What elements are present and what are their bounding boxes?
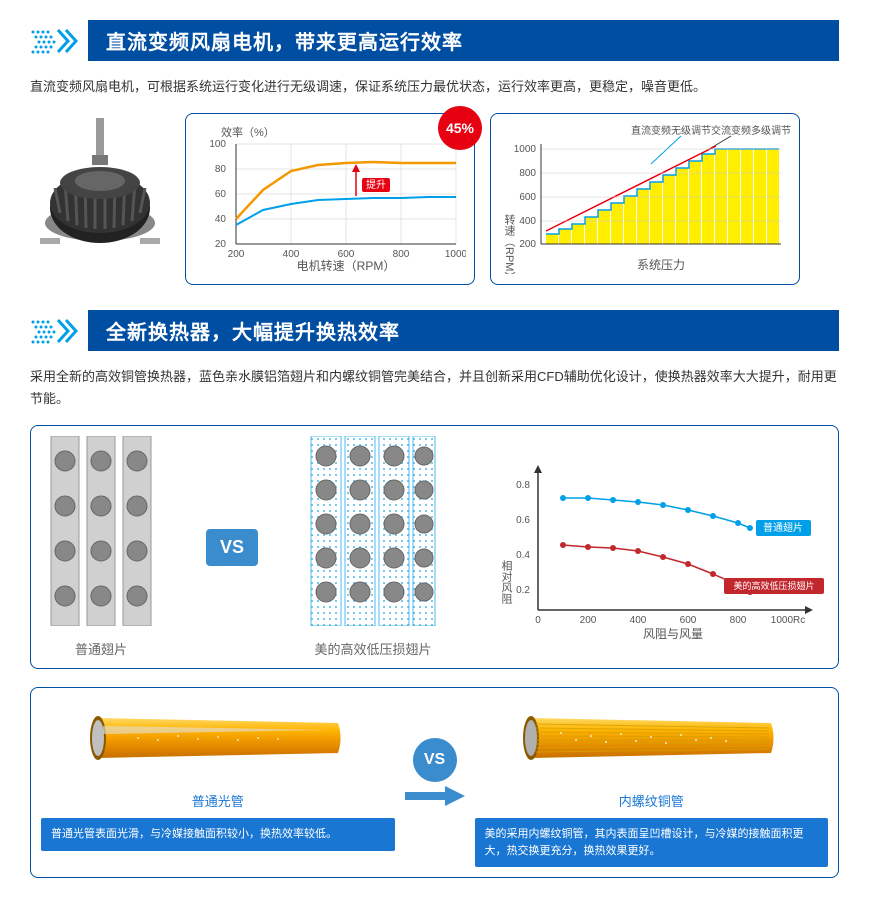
svg-text:800: 800: [519, 168, 536, 179]
fin1-label: 普通翅片: [41, 639, 161, 658]
svg-text:600: 600: [519, 192, 536, 203]
svg-text:美的高效低压损翅片: 美的高效低压损翅片: [733, 580, 814, 591]
pressure-chart-panel: 直流变频无级调节 交流变频多级调节 1: [490, 113, 800, 285]
svg-text:普通翅片: 普通翅片: [763, 521, 803, 534]
svg-text:风阻与风量: 风阻与风量: [643, 627, 703, 640]
svg-text:200: 200: [580, 615, 597, 626]
svg-text:400: 400: [630, 615, 647, 626]
badge-45: 45%: [438, 106, 482, 150]
pipe-plain: 普通光管 普通光管表面光滑，与冷媒接触面积较小，换热效率较低。: [41, 698, 395, 851]
resistance-chart: 0.8 0.6 0.4 0.2 0 200 400 600 800 1000Rc…: [488, 450, 828, 645]
pipe-grooved: 内螺纹铜管 美的采用内螺纹铜管，其内表面呈凹槽设计，与冷媒的接触面积更大，热交换…: [475, 698, 829, 867]
pressure-chart: 直流变频无级调节 交流变频多级调节 1: [501, 124, 791, 274]
motor-image: [30, 113, 170, 263]
svg-text:直流变频无级调节: 直流变频无级调节: [631, 124, 711, 137]
svg-text:200: 200: [228, 249, 245, 260]
svg-text:200: 200: [519, 239, 536, 250]
svg-text:20: 20: [215, 239, 227, 250]
svg-text:0.8: 0.8: [516, 480, 530, 491]
svg-text:相对风阻: 相对风阻: [500, 559, 513, 604]
svg-text:0: 0: [535, 615, 541, 626]
efficiency-chart-panel: 45% 效率（%） 100 80 60 40 20 200 400 600 80…: [185, 113, 475, 285]
vs-badge: VS: [206, 529, 258, 566]
svg-text:转速（RPM）: 转速（RPM）: [503, 213, 516, 274]
vs-arrow: VS: [405, 738, 465, 806]
fin-plain: 普通翅片: [41, 436, 161, 658]
fin-comparison-panel: 普通翅片 VS 美的高效低压损翅片: [30, 425, 839, 669]
fin2-label: 美的高效低压损翅片: [303, 639, 443, 658]
svg-text:1000Rc: 1000Rc: [771, 615, 805, 626]
svg-text:40: 40: [215, 214, 227, 225]
section2-title: 全新换热器，大幅提升换热效率: [88, 310, 839, 351]
svg-text:800: 800: [730, 615, 747, 626]
svg-text:系统压力: 系统压力: [637, 258, 685, 272]
svg-text:提升: 提升: [366, 179, 386, 191]
svg-text:400: 400: [519, 216, 536, 227]
svg-text:电机转速（RPM）: 电机转速（RPM）: [297, 258, 396, 273]
svg-text:0.4: 0.4: [516, 550, 530, 561]
svg-text:80: 80: [215, 164, 227, 175]
svg-text:交流变频多级调节: 交流变频多级调节: [711, 124, 791, 137]
section1-intro: 直流变频风扇电机，可根据系统运行变化进行无级调速，保证系统压力最优状态，运行效率…: [30, 76, 839, 98]
vs-circle: VS: [413, 738, 457, 782]
pipe-comparison-panel: 普通光管 普通光管表面光滑，与冷媒接触面积较小，换热效率较低。 VS: [30, 687, 839, 878]
svg-text:0.2: 0.2: [516, 585, 530, 596]
pipe2-label: 内螺纹铜管: [475, 791, 829, 810]
svg-text:1000: 1000: [445, 249, 466, 260]
section2-intro: 采用全新的高效铜管换热器，蓝色亲水膜铝箔翅片和内螺纹铜管完美结合，并且创新采用C…: [30, 366, 839, 410]
efficiency-chart: 效率（%） 100 80 60 40 20 200 400 600 800 10…: [196, 124, 466, 274]
svg-text:100: 100: [209, 139, 226, 150]
pipe2-desc: 美的采用内螺纹铜管，其内表面呈凹槽设计，与冷媒的接触面积更大，热交换更充分，换热…: [475, 818, 829, 867]
chevron-icon: [30, 26, 80, 56]
pipe1-label: 普通光管: [41, 791, 395, 810]
fin-efficient: 美的高效低压损翅片: [303, 436, 443, 658]
pipe1-desc: 普通光管表面光滑，与冷媒接触面积较小，换热效率较低。: [41, 818, 395, 851]
svg-text:0.6: 0.6: [516, 515, 530, 526]
svg-text:600: 600: [680, 615, 697, 626]
motor-row: 45% 效率（%） 100 80 60 40 20 200 400 600 80…: [30, 113, 839, 285]
svg-text:1000: 1000: [514, 144, 537, 155]
section2-header: 全新换热器，大幅提升换热效率: [30, 310, 839, 351]
chevron-icon: [30, 316, 80, 346]
section1-header: 直流变频风扇电机，带来更高运行效率: [30, 20, 839, 61]
svg-text:效率（%）: 效率（%）: [221, 125, 275, 139]
svg-text:60: 60: [215, 189, 227, 200]
section1-title: 直流变频风扇电机，带来更高运行效率: [88, 20, 839, 61]
